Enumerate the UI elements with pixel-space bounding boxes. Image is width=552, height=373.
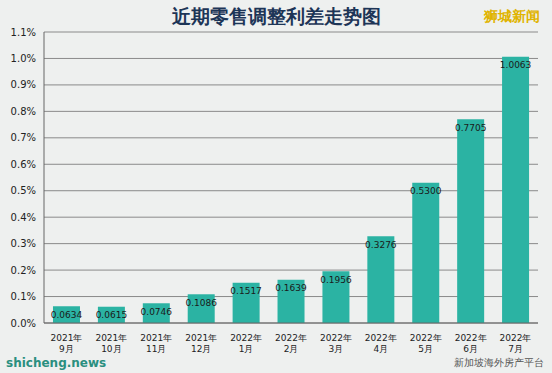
svg-text:0.1956: 0.1956 <box>320 275 352 285</box>
svg-text:0.0%: 0.0% <box>11 318 36 329</box>
svg-text:2021年10月: 2021年10月 <box>95 333 127 354</box>
svg-text:0.5300: 0.5300 <box>410 186 442 196</box>
svg-text:0.9%: 0.9% <box>11 79 36 90</box>
svg-text:0.8%: 0.8% <box>11 106 36 117</box>
svg-text:0.1%: 0.1% <box>11 291 36 302</box>
svg-text:0.1086: 0.1086 <box>185 298 217 308</box>
svg-text:1.0%: 1.0% <box>11 53 36 64</box>
svg-text:0.6%: 0.6% <box>11 159 36 170</box>
html-text:狮城新闻: 狮城新闻 <box>484 8 540 24</box>
svg-text:2021年11月: 2021年11月 <box>140 333 172 354</box>
svg-text:2022年6月: 2022年6月 <box>455 333 487 354</box>
svg-text:0.1639: 0.1639 <box>275 283 307 293</box>
svg-text:0.2%: 0.2% <box>11 265 36 276</box>
svg-text:0.7%: 0.7% <box>11 132 36 143</box>
svg-text:0.4%: 0.4% <box>11 212 36 223</box>
svg-text:2022年4月: 2022年4月 <box>365 333 397 354</box>
html-text:shicheng.news: shicheng.news <box>6 356 107 370</box>
svg-text:0.0634: 0.0634 <box>51 310 83 320</box>
svg-text:0.0746: 0.0746 <box>141 307 173 317</box>
svg-text:0.3%: 0.3% <box>11 238 36 249</box>
svg-text:1.0063: 1.0063 <box>500 60 532 70</box>
svg-text:2022年1月: 2022年1月 <box>230 333 262 354</box>
svg-text:2022年3月: 2022年3月 <box>320 333 352 354</box>
svg-text:0.5%: 0.5% <box>11 185 36 196</box>
svg-text:0.7705: 0.7705 <box>455 123 487 133</box>
html-text:新加坡海外房产平台: 新加坡海外房产平台 <box>454 357 544 368</box>
svg-text:0.3276: 0.3276 <box>365 240 397 250</box>
svg-text:0.0615: 0.0615 <box>96 310 128 320</box>
svg-text:1.1%: 1.1% <box>11 27 36 38</box>
svg-text:2021年12月: 2021年12月 <box>185 333 217 354</box>
svg-text:2021年9月: 2021年9月 <box>51 333 83 354</box>
html-text:近期零售调整利差走势图: 近期零售调整利差走势图 <box>171 5 381 27</box>
svg-text:2022年7月: 2022年7月 <box>500 333 532 354</box>
svg-text:2022年5月: 2022年5月 <box>410 333 442 354</box>
svg-text:0.1517: 0.1517 <box>230 286 262 296</box>
svg-text:2022年2月: 2022年2月 <box>275 333 307 354</box>
